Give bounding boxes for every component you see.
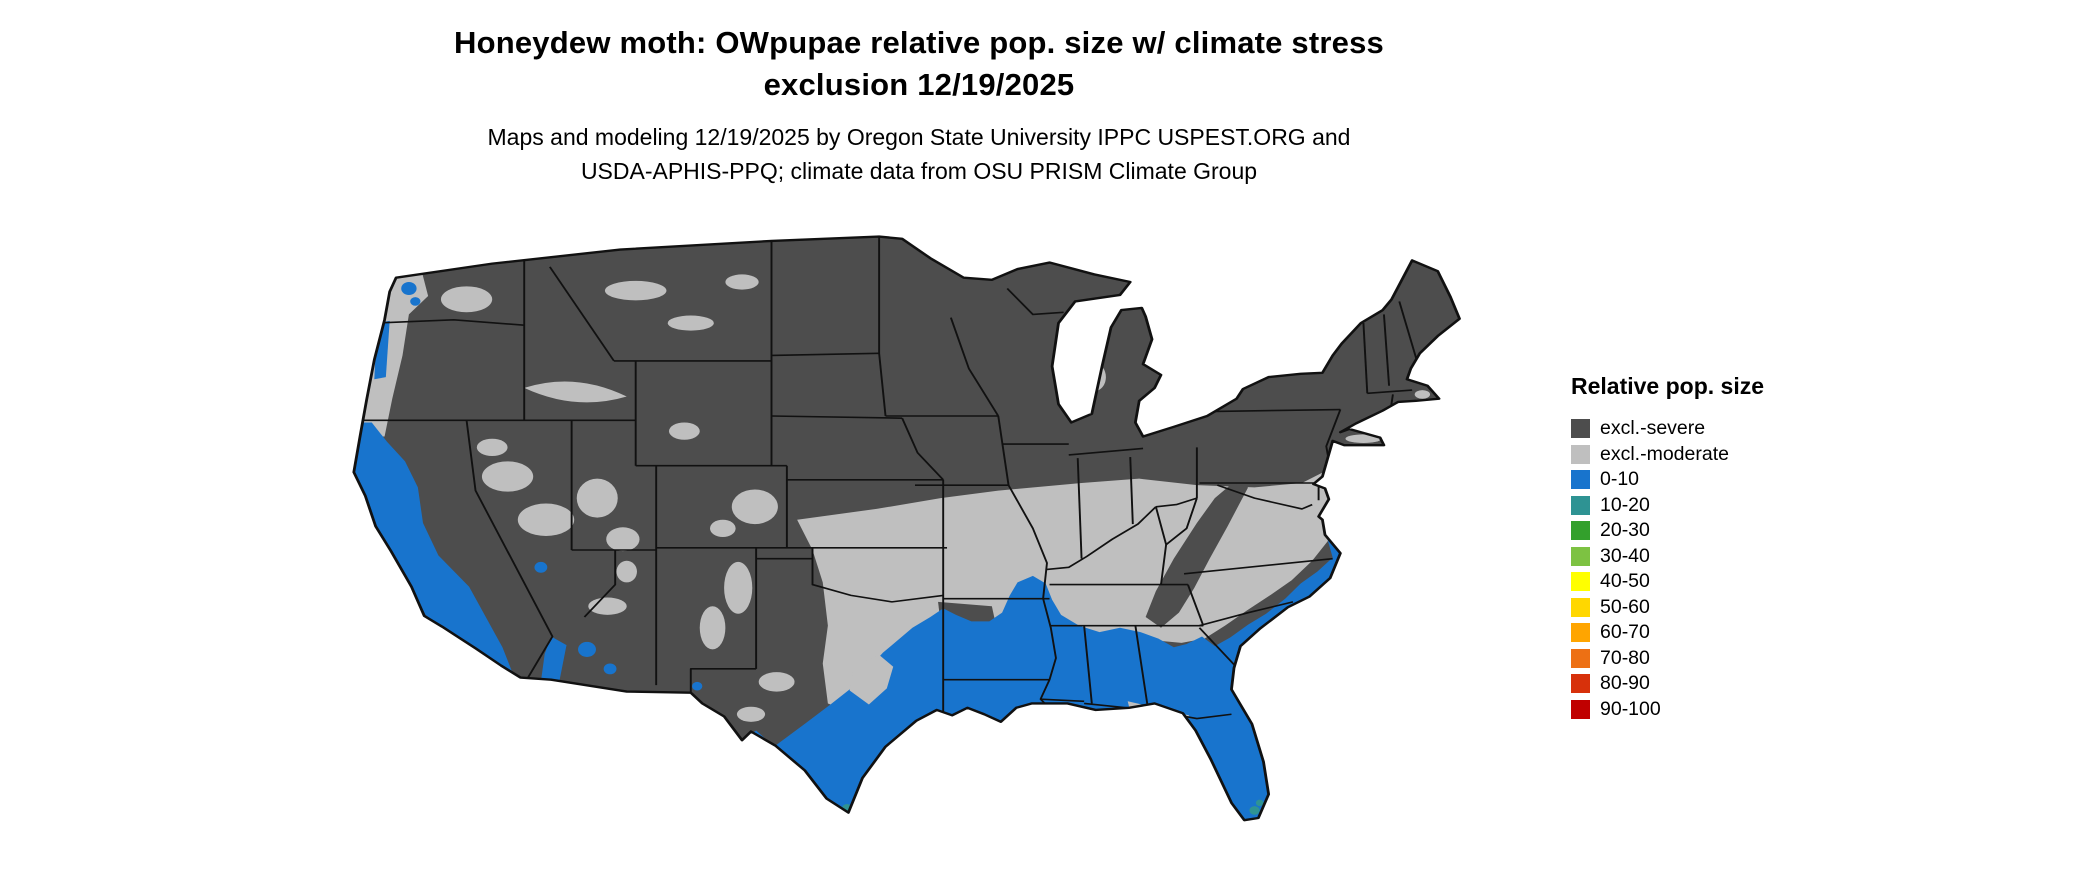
page-title-line-2: exclusion 12/19/2025 bbox=[763, 67, 1075, 102]
us-map bbox=[300, 215, 1530, 885]
legend-item: 40-50 bbox=[1571, 569, 1871, 595]
legend-item: excl.-moderate bbox=[1571, 442, 1871, 468]
legend-item: 0-10 bbox=[1571, 467, 1871, 493]
legend-swatch bbox=[1571, 444, 1590, 464]
region-pop-10-20 bbox=[841, 797, 1264, 815]
subtitle: Maps and modeling 12/19/2025 by Oregon S… bbox=[254, 120, 1584, 188]
us-map-svg bbox=[352, 235, 1461, 822]
legend-swatch bbox=[1571, 470, 1590, 490]
legend-label: excl.-severe bbox=[1600, 417, 1706, 439]
legend-item: 70-80 bbox=[1571, 646, 1871, 672]
legend-item: 50-60 bbox=[1571, 595, 1871, 621]
legend-label: 40-50 bbox=[1600, 570, 1650, 592]
state-boundaries bbox=[353, 236, 1419, 723]
legend-label: 0-10 bbox=[1600, 468, 1640, 490]
legend-swatch bbox=[1571, 623, 1590, 643]
legend-label: 90-100 bbox=[1600, 697, 1661, 720]
legend-label: 80-90 bbox=[1600, 672, 1650, 694]
legend-swatch bbox=[1571, 419, 1590, 439]
legend-swatch bbox=[1571, 572, 1590, 592]
legend-swatch bbox=[1571, 521, 1590, 541]
legend-items: excl.-severe excl.-moderate 0-10 10-20 bbox=[1571, 416, 1871, 722]
legend-title: Relative pop. size bbox=[1571, 373, 1765, 399]
legend-swatch bbox=[1571, 674, 1590, 694]
legend-label: excl.-moderate bbox=[1600, 442, 1729, 465]
legend-item: 80-90 bbox=[1571, 671, 1871, 697]
legend-item: 60-70 bbox=[1571, 620, 1871, 646]
legend: Relative pop. size excl.-severe excl.-mo… bbox=[1571, 372, 1871, 722]
legend-item: 90-100 bbox=[1571, 697, 1871, 723]
page-title-line-1: Honeydew moth: OWpupae relative pop. siz… bbox=[454, 25, 1384, 60]
legend-item: excl.-severe bbox=[1571, 416, 1871, 442]
legend-swatch bbox=[1571, 597, 1590, 617]
legend-label: 10-20 bbox=[1600, 493, 1650, 516]
legend-item: 20-30 bbox=[1571, 518, 1871, 544]
legend-swatch bbox=[1571, 648, 1590, 668]
titles: Honeydew moth: OWpupae relative pop. siz… bbox=[254, 22, 1584, 188]
legend-item: 10-20 bbox=[1571, 493, 1871, 519]
subtitle-line-1: Maps and modeling 12/19/2025 by Oregon S… bbox=[487, 124, 1351, 150]
legend-label: 20-30 bbox=[1600, 519, 1650, 541]
legend-label: 60-70 bbox=[1600, 621, 1650, 643]
subtitle-line-2: USDA-APHIS-PPQ; climate data from OSU PR… bbox=[580, 158, 1258, 184]
legend-label: 30-40 bbox=[1600, 544, 1650, 567]
legend-label: 70-80 bbox=[1600, 646, 1650, 669]
us-outline bbox=[352, 235, 1461, 822]
legend-item: 30-40 bbox=[1571, 544, 1871, 570]
legend-swatch bbox=[1571, 699, 1590, 719]
legend-swatch bbox=[1571, 546, 1590, 566]
legend-label: 50-60 bbox=[1600, 595, 1650, 618]
page-title: Honeydew moth: OWpupae relative pop. siz… bbox=[254, 22, 1584, 106]
legend-swatch bbox=[1571, 495, 1590, 515]
